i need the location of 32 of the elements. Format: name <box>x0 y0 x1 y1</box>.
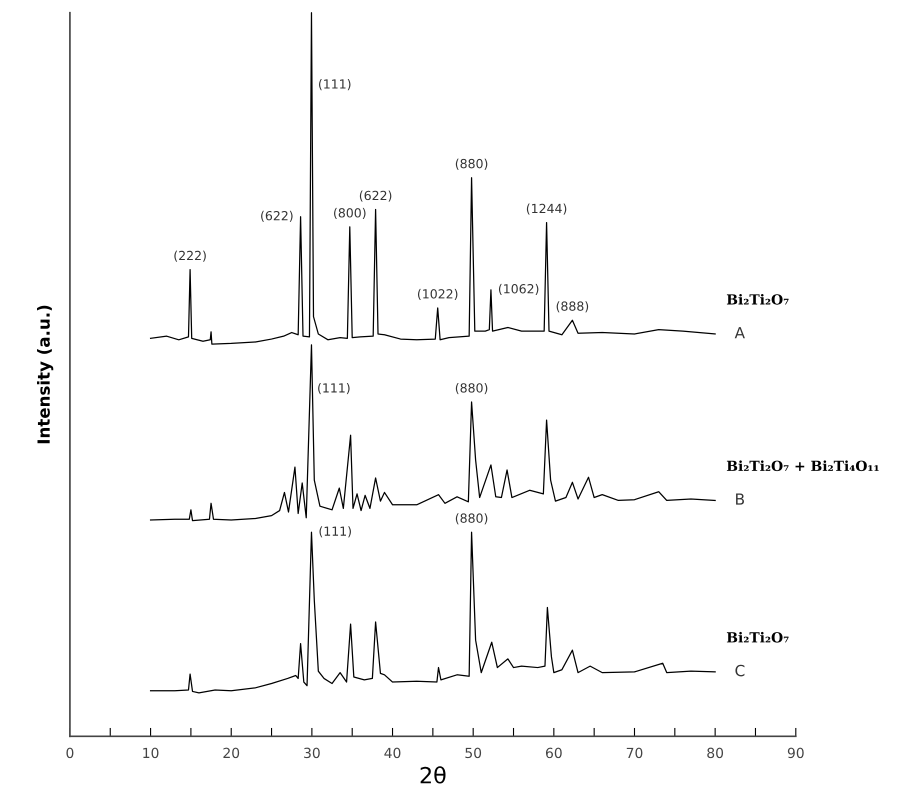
x-tick-label: 50 <box>465 748 482 758</box>
annotation: (1062) <box>498 284 538 295</box>
x-tick-label: 70 <box>626 748 642 758</box>
annotation: (880) <box>456 158 488 170</box>
x-tick-label: 10 <box>143 748 158 758</box>
series-label: C <box>735 664 744 676</box>
annotation: (111) <box>319 79 350 90</box>
annotation: (111) <box>318 382 350 394</box>
annotation: (1022) <box>418 288 458 300</box>
series-label: B <box>736 493 744 505</box>
annotation: Bi₂Ti₂O₇ + Bi₂Ti₄O₁₁ <box>726 460 879 472</box>
annotation: (800) <box>334 208 366 220</box>
annotation: (622) <box>360 190 392 202</box>
annotation: (222) <box>174 250 206 262</box>
annotation: (880) <box>456 513 488 524</box>
annotation: (888) <box>556 301 588 312</box>
annotation: (622) <box>261 210 293 222</box>
x-tick-label: 30 <box>304 748 320 758</box>
annotation: Bi₂Ti₂O₇ <box>726 632 789 643</box>
annotation: (880) <box>456 382 488 394</box>
x-tick-label: 90 <box>788 748 804 758</box>
series-label: A <box>734 327 745 338</box>
x-tick-label: 0 <box>66 748 74 758</box>
y-axis-title: Intensity (a.u.) <box>36 306 54 444</box>
x-axis-title: 2θ <box>420 766 446 784</box>
x-tick-label: 60 <box>546 748 562 758</box>
annotation: (1244) <box>526 204 566 215</box>
annotation: Bi₂Ti₂O₇ <box>726 294 789 305</box>
x-tick-label: 80 <box>707 748 724 758</box>
x-tick-label: 40 <box>384 748 400 758</box>
x-tick-label: 20 <box>223 748 240 758</box>
annotation: (111) <box>319 526 351 538</box>
